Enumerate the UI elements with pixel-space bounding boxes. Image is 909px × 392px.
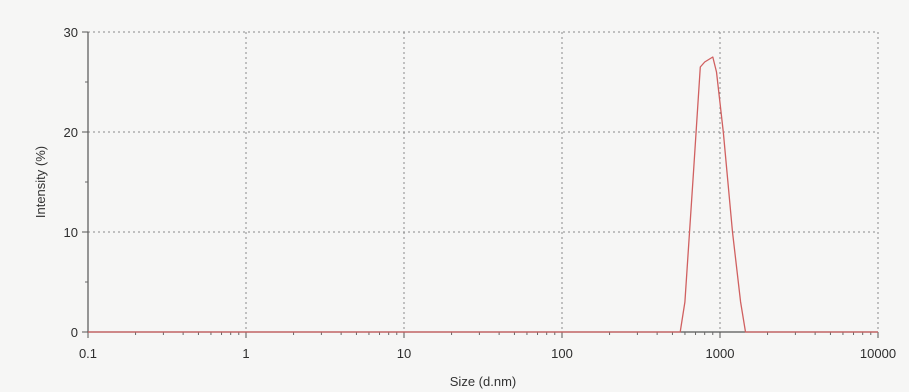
x-tick-label: 10 (397, 346, 411, 361)
y-tick-label: 20 (64, 125, 78, 140)
x-tick-label: 1000 (706, 346, 735, 361)
y-tick-label: 10 (64, 225, 78, 240)
tick-labels: 0.1 1 10 100 1000 10000 0 10 20 30 (64, 25, 897, 361)
x-tick-label: 100 (551, 346, 573, 361)
y-tick-label: 0 (71, 325, 78, 340)
axes (82, 31, 879, 338)
x-tick-label: 10000 (860, 346, 896, 361)
intensity-series-line (88, 56, 878, 333)
x-tick-label: 0.1 (79, 346, 97, 361)
y-axis-title: Intensity (%) (33, 146, 48, 218)
grid-lines (88, 31, 879, 332)
y-tick-label: 30 (64, 25, 78, 40)
x-tick-label: 1 (242, 346, 249, 361)
x-axis-title: Size (d.nm) (450, 374, 516, 389)
data-series (88, 56, 878, 333)
